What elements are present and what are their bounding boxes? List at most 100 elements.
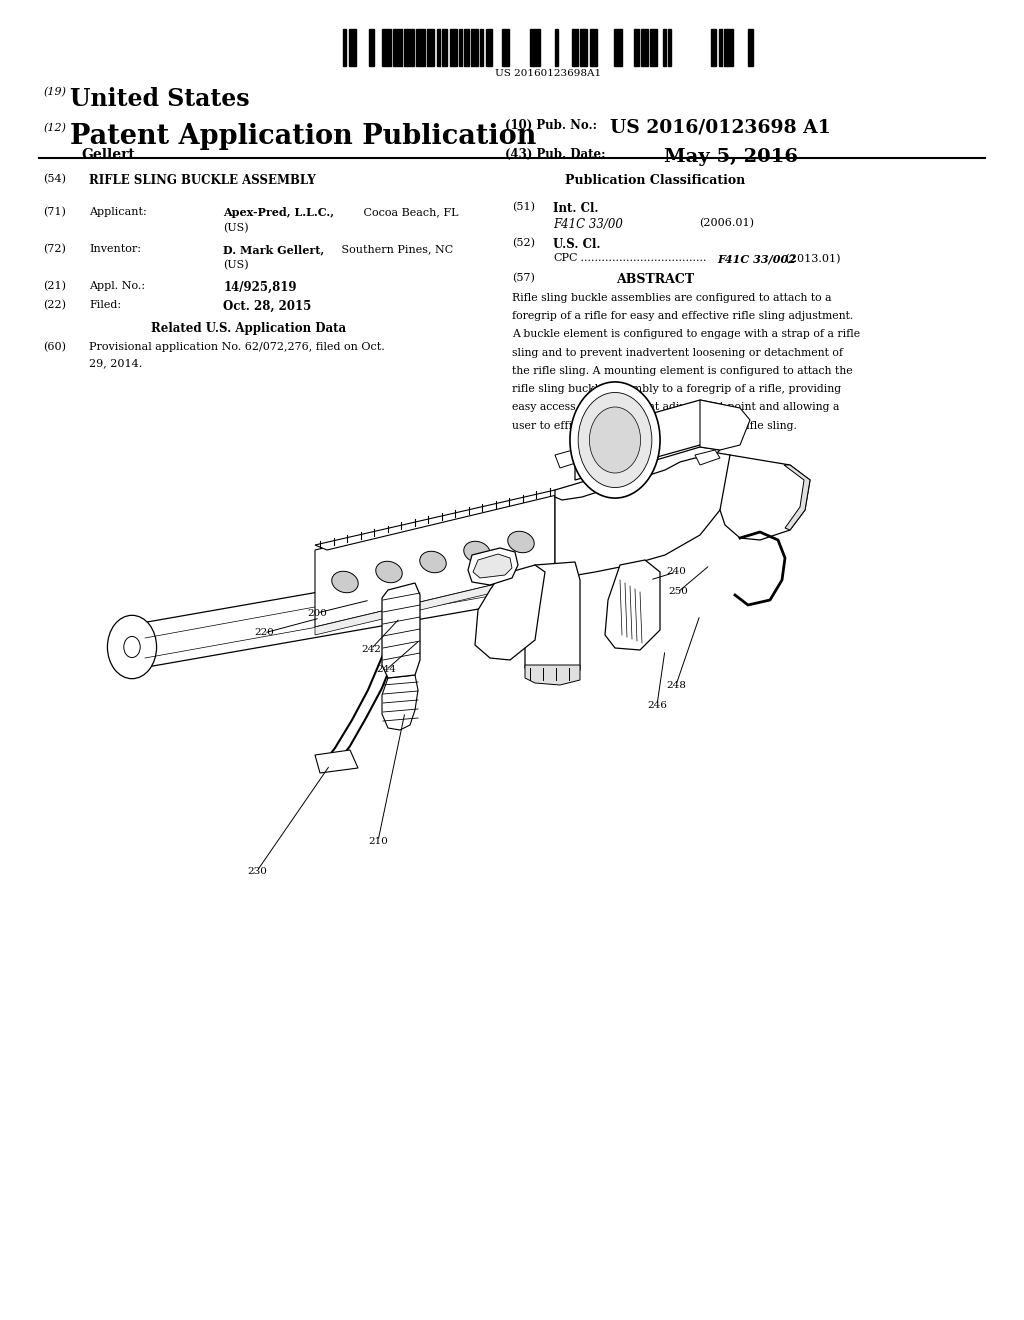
Text: Publication Classification: Publication Classification <box>565 174 745 187</box>
Text: Related U.S. Application Data: Related U.S. Application Data <box>152 322 346 335</box>
Text: (21): (21) <box>43 281 66 292</box>
Text: (2013.01): (2013.01) <box>782 253 841 264</box>
Bar <box>663 29 666 66</box>
Bar <box>416 29 425 66</box>
Bar <box>711 29 716 66</box>
Polygon shape <box>382 583 420 678</box>
Text: Patent Application Publication: Patent Application Publication <box>70 123 536 149</box>
Text: (57): (57) <box>512 273 535 284</box>
Bar <box>641 29 648 66</box>
Text: Oct. 28, 2015: Oct. 28, 2015 <box>223 300 311 313</box>
Text: RIFLE SLING BUCKLE ASSEMBLY: RIFLE SLING BUCKLE ASSEMBLY <box>89 174 315 187</box>
Bar <box>437 29 440 66</box>
Polygon shape <box>315 492 555 627</box>
Polygon shape <box>555 447 585 469</box>
Text: (US): (US) <box>223 260 249 271</box>
Text: (60): (60) <box>43 342 66 352</box>
Text: (US): (US) <box>223 223 249 234</box>
Text: Int. Cl.: Int. Cl. <box>553 202 598 215</box>
Text: (71): (71) <box>43 207 66 218</box>
Text: user to efficiently adjust and manage the rifle sling.: user to efficiently adjust and manage th… <box>512 421 797 430</box>
Bar <box>724 29 733 66</box>
Polygon shape <box>784 465 810 531</box>
Circle shape <box>579 392 652 487</box>
Polygon shape <box>475 565 545 660</box>
Polygon shape <box>555 450 735 578</box>
Text: (51): (51) <box>512 202 535 213</box>
Text: 250: 250 <box>668 587 688 597</box>
Polygon shape <box>525 665 580 685</box>
Bar <box>650 29 657 66</box>
Text: D. Mark Gellert,: D. Mark Gellert, <box>223 244 325 255</box>
Text: May 5, 2016: May 5, 2016 <box>664 148 798 166</box>
Text: easy access to a consistent adjustment point and allowing a: easy access to a consistent adjustment p… <box>512 403 840 412</box>
Text: 242: 242 <box>361 644 381 653</box>
Text: 244: 244 <box>376 665 396 675</box>
Text: 210: 210 <box>368 837 388 846</box>
Text: Southern Pines, NC: Southern Pines, NC <box>338 244 454 255</box>
Text: 200: 200 <box>307 609 327 618</box>
Text: (54): (54) <box>43 174 66 185</box>
Ellipse shape <box>420 552 446 573</box>
Text: foregrip of a rifle for easy and effective rifle sling adjustment.: foregrip of a rifle for easy and effecti… <box>512 312 853 321</box>
Text: 248: 248 <box>666 681 686 689</box>
Polygon shape <box>525 562 580 680</box>
Text: sling and to prevent inadvertent loosening or detachment of: sling and to prevent inadvertent looseni… <box>512 347 843 358</box>
Ellipse shape <box>332 572 358 593</box>
Polygon shape <box>315 570 555 635</box>
Bar <box>459 29 462 66</box>
Polygon shape <box>700 400 750 450</box>
Polygon shape <box>130 562 490 671</box>
Text: Filed:: Filed: <box>89 300 121 310</box>
Polygon shape <box>720 455 810 540</box>
Bar <box>748 29 753 66</box>
Bar <box>480 29 483 66</box>
Text: rifle sling buckle assembly to a foregrip of a rifle, providing: rifle sling buckle assembly to a foregri… <box>512 384 841 395</box>
Bar <box>349 29 356 66</box>
Text: Gellert: Gellert <box>81 148 134 162</box>
Text: Apex-Pred, L.L.C.,: Apex-Pred, L.L.C., <box>223 207 335 218</box>
Bar <box>580 29 587 66</box>
Text: (12): (12) <box>43 123 66 133</box>
Bar <box>668 29 671 66</box>
Text: F41C 33/002: F41C 33/002 <box>717 253 796 264</box>
Bar <box>572 29 578 66</box>
Bar <box>555 29 558 66</box>
Polygon shape <box>315 750 358 774</box>
Text: (19): (19) <box>43 87 66 98</box>
Text: F41C 33/00: F41C 33/00 <box>553 218 623 231</box>
Text: the rifle sling. A mounting element is configured to attach the: the rifle sling. A mounting element is c… <box>512 366 853 376</box>
Polygon shape <box>382 675 418 730</box>
Bar <box>450 29 457 66</box>
Polygon shape <box>315 490 565 550</box>
Ellipse shape <box>508 531 535 553</box>
Text: 14/925,819: 14/925,819 <box>223 281 297 294</box>
Text: CPC: CPC <box>553 253 578 264</box>
Text: U.S. Cl.: U.S. Cl. <box>553 238 600 251</box>
Text: US 2016/0123698 A1: US 2016/0123698 A1 <box>610 119 831 137</box>
Text: (2006.01): (2006.01) <box>699 218 755 228</box>
Bar <box>369 29 374 66</box>
Circle shape <box>108 615 157 678</box>
Bar <box>471 29 478 66</box>
Bar <box>427 29 434 66</box>
Text: ....................................: .................................... <box>577 253 706 264</box>
Bar <box>614 29 622 66</box>
Ellipse shape <box>376 561 402 582</box>
Text: 246: 246 <box>647 701 667 710</box>
Text: (22): (22) <box>43 300 66 310</box>
Bar <box>393 29 402 66</box>
Polygon shape <box>695 450 720 465</box>
Polygon shape <box>605 560 660 649</box>
Bar <box>530 29 540 66</box>
Text: United States: United States <box>70 87 249 111</box>
Polygon shape <box>473 554 512 578</box>
Text: (43) Pub. Date:: (43) Pub. Date: <box>505 148 605 161</box>
Bar <box>590 29 597 66</box>
Bar <box>486 29 492 66</box>
Polygon shape <box>555 447 720 500</box>
Bar <box>404 29 414 66</box>
Text: Appl. No.:: Appl. No.: <box>89 281 145 292</box>
Bar <box>382 29 391 66</box>
Text: (72): (72) <box>43 244 66 255</box>
